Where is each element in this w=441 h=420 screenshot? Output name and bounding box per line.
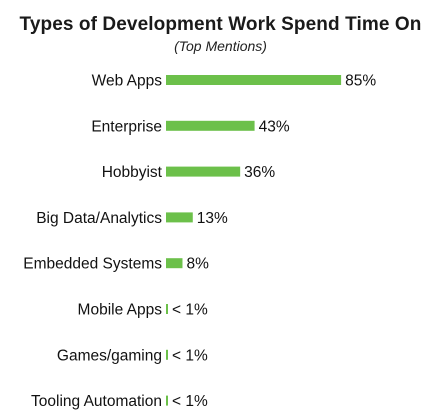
category-label: Embedded Systems — [23, 256, 162, 273]
data-label: < 1% — [172, 347, 208, 364]
bar — [166, 120, 255, 131]
category-label: Games/gaming — [57, 347, 162, 364]
data-label: 36% — [244, 164, 275, 181]
category-label: Web Apps — [92, 73, 163, 90]
category-label: Hobbyist — [102, 164, 163, 181]
data-label: < 1% — [172, 393, 208, 410]
bar — [166, 166, 241, 177]
data-label: < 1% — [172, 302, 208, 319]
bar — [166, 258, 183, 269]
data-label: 8% — [186, 256, 209, 273]
chart-subtitle: (Top Mentions) — [174, 38, 267, 54]
category-label: Tooling Automation — [31, 393, 162, 410]
category-label: Mobile Apps — [78, 302, 163, 319]
bar — [166, 304, 168, 314]
category-label: Big Data/Analytics — [36, 210, 162, 227]
category-label: Enterprise — [91, 118, 162, 135]
data-label: 43% — [259, 118, 290, 135]
data-label: 85% — [345, 73, 376, 90]
bar — [166, 75, 342, 85]
data-label: 13% — [197, 210, 228, 227]
chart-title: Types of Development Work Spend Time On — [19, 14, 422, 35]
bar — [166, 349, 168, 360]
bar — [166, 395, 168, 406]
bar — [166, 212, 193, 223]
